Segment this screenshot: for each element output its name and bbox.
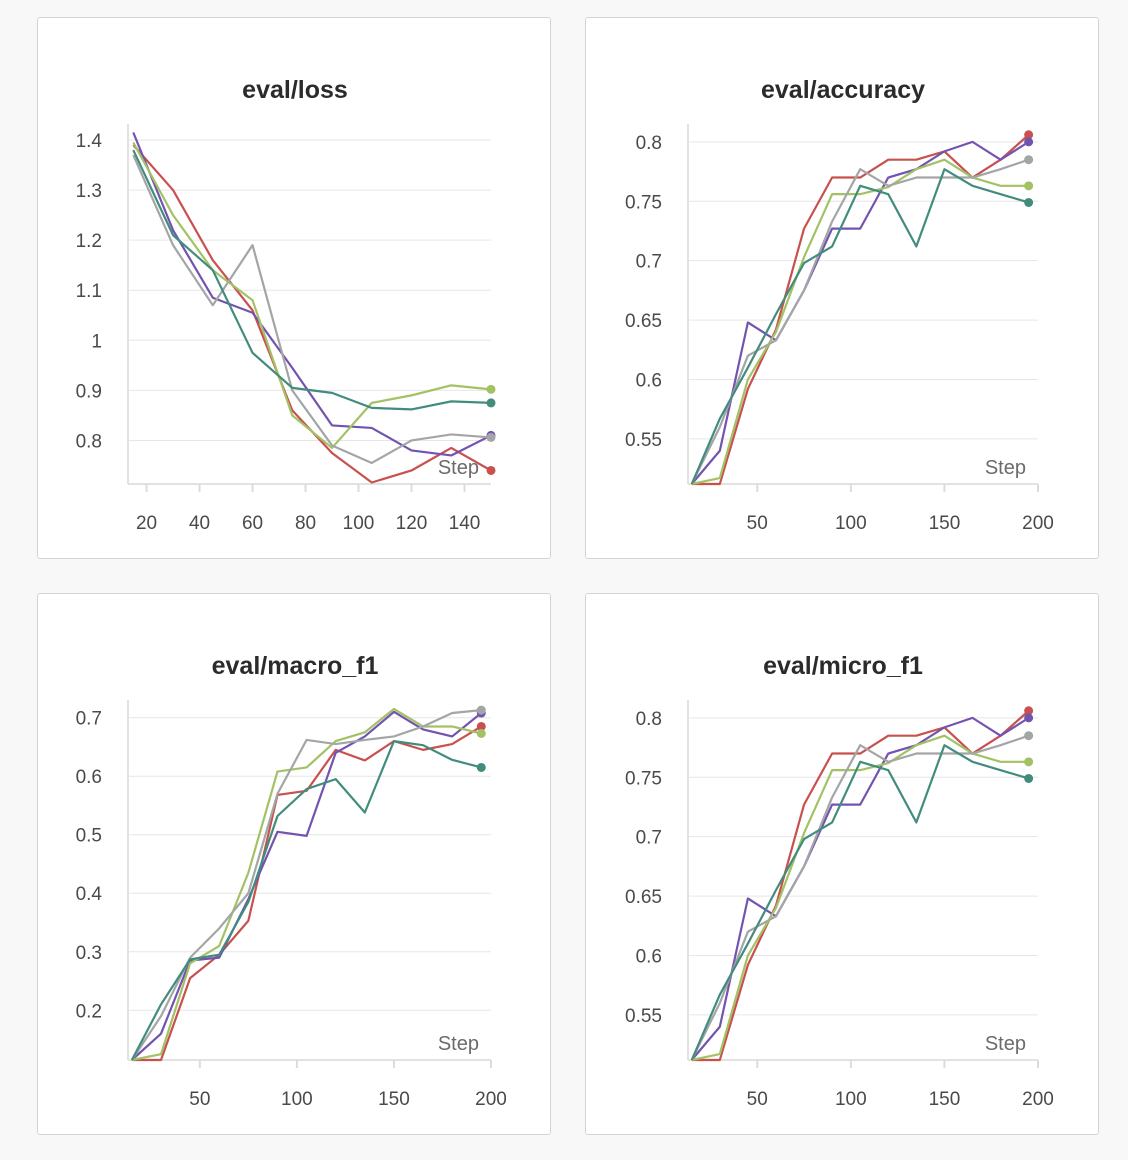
- series-line: [691, 158, 1029, 486]
- y-tick-label: 0.7: [636, 828, 662, 849]
- y-tick-label: 0.7: [636, 252, 662, 273]
- x-tick-label: 60: [242, 513, 263, 534]
- series-line: [130, 740, 482, 1061]
- y-tick-label: 1.2: [76, 231, 102, 252]
- x-tick-label: 100: [835, 1089, 867, 1110]
- x-tick-label: 100: [281, 1089, 313, 1110]
- x-tick-label: 40: [189, 513, 210, 534]
- chart-panel-loss: eval/loss 20 40 60 80 100 120 140 0.8 0.9 1 1.1 1.…: [37, 17, 551, 559]
- series-end-marker: [476, 762, 486, 772]
- y-tick-label: 1.1: [76, 281, 102, 302]
- y-tick-label: 0.55: [625, 430, 662, 451]
- x-tick-label: 80: [295, 513, 316, 534]
- x-tick-label: 20: [136, 513, 157, 534]
- chart-svg-macro-f1: eval/macro_f1 50 100 150 200 0.2 0.3 0.4 0.5 0.…: [76, 652, 507, 1110]
- x-tick-label: 120: [396, 513, 428, 534]
- y-tick-label: 0.8: [76, 431, 102, 452]
- series-end-marker: [486, 465, 496, 475]
- y-tick-label: 0.8: [636, 709, 662, 730]
- series-line: [690, 734, 1029, 1061]
- series-line: [690, 168, 1029, 485]
- series-end-marker: [1024, 130, 1034, 140]
- series-end-marker: [1024, 155, 1034, 165]
- series-end-marker: [1024, 706, 1034, 716]
- series-line: [132, 154, 492, 465]
- x-tick-label: 200: [475, 1089, 507, 1110]
- y-tick-label: 0.4: [76, 884, 103, 905]
- chart-panel-macro-f1: eval/macro_f1 50 100 150 200 0.2 0.3 0.4 0.5 0.…: [37, 593, 551, 1135]
- chart-svg-loss: eval/loss 20 40 60 80 100 120 140 0.8 0.9 1 1.1 1.…: [76, 76, 496, 534]
- chart-title: eval/accuracy: [761, 76, 925, 104]
- y-tick-label: 0.9: [76, 381, 102, 402]
- x-tick-label: 150: [929, 513, 961, 534]
- y-tick-label: 0.6: [636, 946, 662, 967]
- y-tick-label: 1.3: [76, 181, 102, 202]
- chart-panel-micro-f1: eval/micro_f1 50 100 150 200 0.55 0.6 0.65 0.7…: [585, 593, 1099, 1135]
- x-tick-label: 140: [449, 513, 481, 534]
- x-tick-label: 50: [747, 1089, 768, 1110]
- y-tick-label: 0.3: [76, 943, 102, 964]
- series-line: [690, 158, 1029, 485]
- series-end-marker: [1024, 731, 1034, 741]
- series-end-marker: [486, 398, 496, 408]
- x-axis-label: Step: [985, 1033, 1026, 1055]
- chart-title: eval/loss: [242, 76, 348, 104]
- series-end-marker: [1024, 773, 1034, 783]
- series-end-marker: [1024, 181, 1034, 191]
- x-axis-label: Step: [438, 457, 479, 479]
- y-tick-label: 0.8: [636, 133, 662, 154]
- x-tick-label: 50: [747, 513, 768, 534]
- chart-title: eval/micro_f1: [763, 652, 923, 680]
- series-end-marker: [1024, 713, 1034, 723]
- series-end-marker: [1024, 197, 1034, 207]
- series-line: [691, 734, 1029, 1062]
- y-tick-label: 0.55: [625, 1006, 662, 1027]
- y-tick-label: 1: [91, 331, 102, 352]
- chart-title: eval/macro_f1: [212, 652, 379, 680]
- x-tick-label: 200: [1022, 1089, 1054, 1110]
- series-line: [690, 716, 1030, 1061]
- chart-svg-micro-f1: eval/micro_f1 50 100 150 200 0.55 0.6 0.65 0.7…: [625, 652, 1054, 1110]
- y-tick-label: 0.6: [636, 370, 662, 391]
- x-tick-label: 150: [929, 1089, 961, 1110]
- y-tick-label: 0.6: [76, 767, 102, 788]
- x-tick-label: 50: [189, 1089, 210, 1110]
- y-tick-label: 0.65: [625, 887, 662, 908]
- x-tick-label: 100: [835, 513, 867, 534]
- chart-svg-accuracy: eval/accuracy 50 100 150 200 0.55 0.6 0.65 0.7…: [625, 76, 1054, 534]
- y-tick-label: 0.75: [625, 192, 662, 213]
- series-line: [132, 149, 492, 411]
- series-line: [131, 710, 482, 1061]
- series-line: [130, 709, 482, 1061]
- series-line: [690, 140, 1030, 485]
- y-tick-label: 0.5: [76, 826, 102, 847]
- series-line: [131, 725, 482, 1062]
- series-line: [132, 141, 492, 450]
- chart-panel-accuracy: eval/accuracy 50 100 150 200 0.55 0.6 0.65 0.7…: [585, 17, 1099, 559]
- y-tick-label: 0.7: [76, 709, 102, 730]
- x-axis-label: Step: [438, 1033, 479, 1055]
- x-axis-label: Step: [985, 457, 1026, 479]
- y-tick-label: 1.4: [76, 131, 103, 152]
- x-tick-label: 200: [1022, 513, 1054, 534]
- y-tick-label: 0.65: [625, 311, 662, 332]
- series-line: [131, 707, 482, 1062]
- series-line: [690, 744, 1029, 1061]
- series-end-marker: [476, 729, 486, 739]
- x-tick-label: 150: [378, 1089, 410, 1110]
- y-tick-label: 0.2: [76, 1001, 102, 1022]
- series-end-marker: [1024, 137, 1034, 147]
- series-end-marker: [476, 705, 486, 715]
- y-tick-label: 0.75: [625, 768, 662, 789]
- series-end-marker: [476, 721, 486, 731]
- series-end-marker: [486, 384, 496, 394]
- series-end-marker: [486, 432, 496, 442]
- x-tick-label: 100: [343, 513, 375, 534]
- series-end-marker: [1024, 757, 1034, 767]
- series-line: [132, 132, 492, 457]
